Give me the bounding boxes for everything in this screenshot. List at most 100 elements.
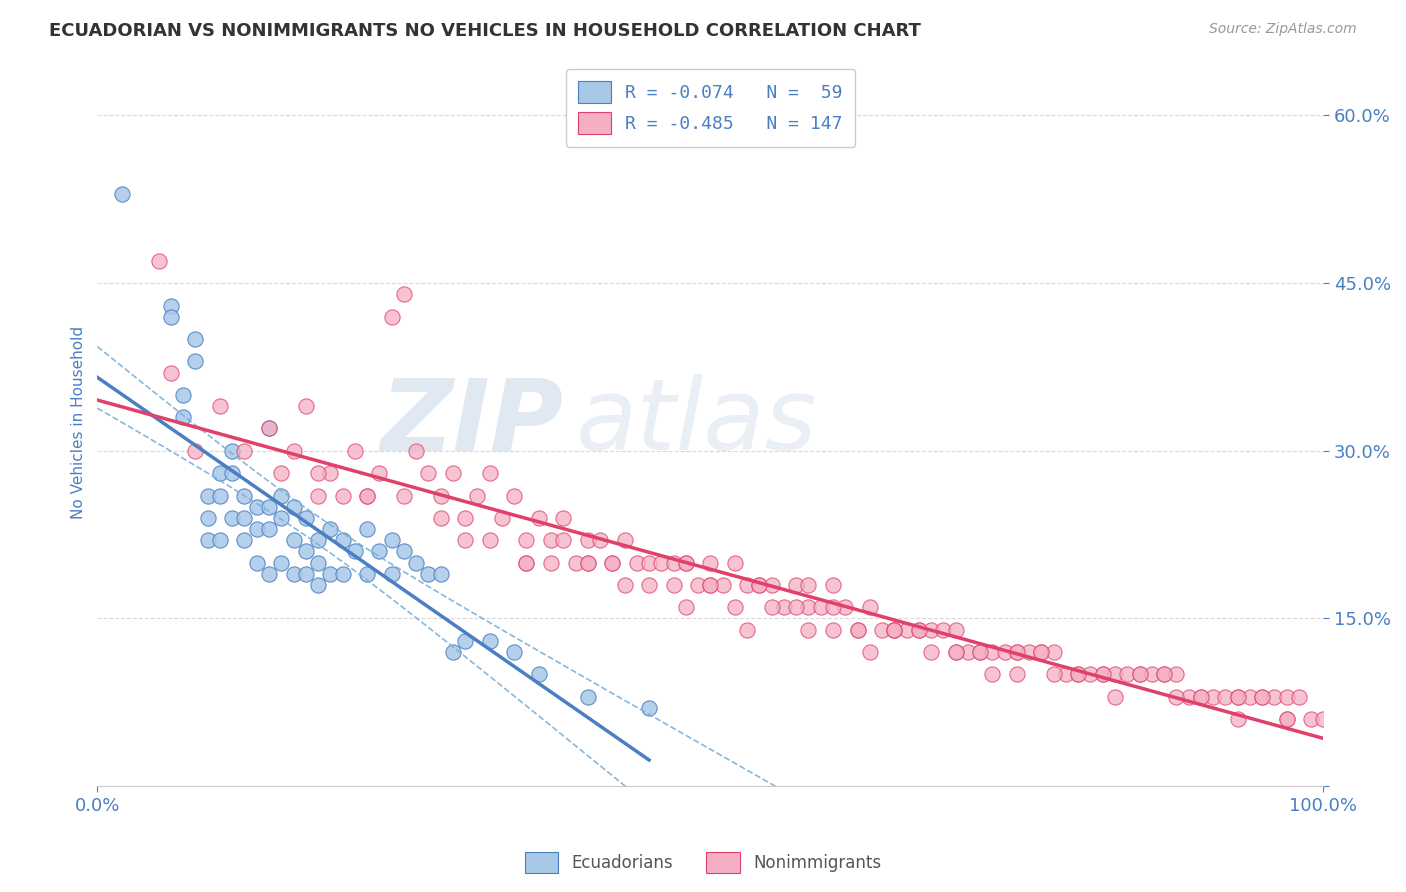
Point [270, 556, 292, 570]
Point [184, 443, 207, 458]
Point [908, 623, 931, 637]
Point [148, 253, 170, 268]
Point [797, 623, 820, 637]
Point [1275, 712, 1298, 726]
Point [257, 566, 280, 581]
Text: atlas: atlas [575, 375, 817, 471]
Point [515, 556, 537, 570]
Point [356, 489, 378, 503]
Point [773, 600, 796, 615]
Point [246, 522, 269, 536]
Point [454, 511, 477, 525]
Point [699, 556, 721, 570]
Point [1104, 690, 1126, 704]
Point [283, 500, 305, 514]
Point [553, 511, 575, 525]
Point [883, 623, 905, 637]
Point [1091, 667, 1114, 681]
Point [650, 556, 672, 570]
Point [810, 600, 832, 615]
Point [711, 578, 734, 592]
Point [454, 533, 477, 548]
Point [945, 645, 967, 659]
Point [467, 489, 489, 503]
Point [662, 556, 685, 570]
Point [197, 511, 219, 525]
Point [392, 287, 415, 301]
Point [981, 645, 1004, 659]
Point [392, 489, 415, 503]
Point [675, 556, 697, 570]
Point [1239, 690, 1261, 704]
Point [1080, 667, 1102, 681]
Point [332, 489, 354, 503]
Point [896, 623, 918, 637]
Point [233, 511, 256, 525]
Point [257, 421, 280, 435]
Point [956, 645, 979, 659]
Point [172, 410, 194, 425]
Point [1226, 690, 1249, 704]
Text: ECUADORIAN VS NONIMMIGRANTS NO VEHICLES IN HOUSEHOLD CORRELATION CHART: ECUADORIAN VS NONIMMIGRANTS NO VEHICLES … [49, 22, 921, 40]
Point [1275, 690, 1298, 704]
Point [846, 623, 869, 637]
Point [1042, 667, 1064, 681]
Point [283, 443, 305, 458]
Point [589, 533, 612, 548]
Point [564, 556, 586, 570]
Point [160, 366, 183, 380]
Point [821, 578, 844, 592]
Point [1104, 667, 1126, 681]
Point [184, 332, 207, 346]
Point [1189, 690, 1212, 704]
Point [834, 600, 856, 615]
Point [405, 556, 427, 570]
Y-axis label: No Vehicles in Household: No Vehicles in Household [72, 326, 86, 519]
Point [688, 578, 710, 592]
Point [675, 600, 697, 615]
Point [602, 556, 624, 570]
Point [724, 556, 747, 570]
Point [527, 667, 550, 681]
Point [1226, 712, 1249, 726]
Point [662, 578, 685, 592]
Point [319, 522, 342, 536]
Point [1128, 667, 1150, 681]
Point [785, 600, 807, 615]
Point [160, 310, 183, 324]
Point [429, 511, 451, 525]
Point [503, 489, 526, 503]
Point [1067, 667, 1090, 681]
Point [208, 466, 231, 480]
Point [1140, 667, 1163, 681]
Point [1005, 667, 1028, 681]
Point [381, 566, 404, 581]
Point [1031, 645, 1053, 659]
Legend: Ecuadorians, Nonimmigrants: Ecuadorians, Nonimmigrants [519, 846, 887, 880]
Point [270, 511, 292, 525]
Point [221, 443, 243, 458]
Point [1288, 690, 1310, 704]
Point [221, 466, 243, 480]
Point [1166, 690, 1188, 704]
Point [392, 544, 415, 558]
Point [846, 623, 869, 637]
Point [1263, 690, 1285, 704]
Point [981, 667, 1004, 681]
Point [576, 690, 599, 704]
Point [1312, 712, 1334, 726]
Point [233, 533, 256, 548]
Point [1091, 667, 1114, 681]
Point [1189, 690, 1212, 704]
Point [1251, 690, 1274, 704]
Point [1018, 645, 1040, 659]
Point [111, 186, 134, 201]
Point [699, 578, 721, 592]
Point [307, 578, 329, 592]
Point [1177, 690, 1199, 704]
Point [1251, 690, 1274, 704]
Point [969, 645, 991, 659]
Point [724, 600, 747, 615]
Point [283, 533, 305, 548]
Point [1054, 667, 1077, 681]
